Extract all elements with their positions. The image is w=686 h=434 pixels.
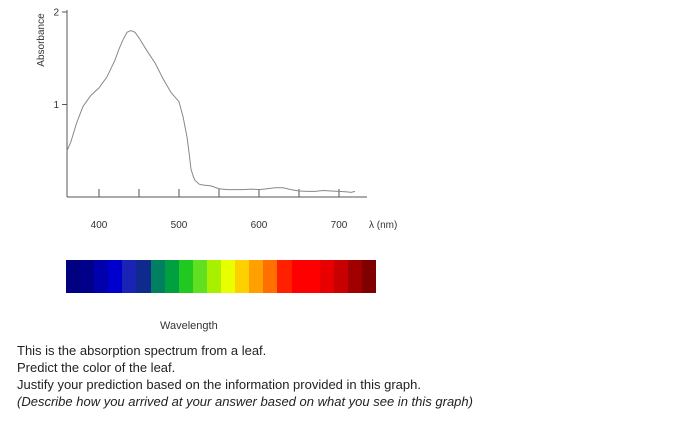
spectrum-segment xyxy=(150,260,165,293)
spectrum-segment xyxy=(291,260,306,293)
spectrum-segment xyxy=(333,260,348,293)
question-text: This is the absorption spectrum from a l… xyxy=(17,342,473,410)
question-line-2: Predict the color of the leaf. xyxy=(17,360,176,375)
y-tick-label: 2 xyxy=(53,8,59,19)
question-line-4: (Describe how you arrived at your answer… xyxy=(17,393,473,410)
spectrum-segment xyxy=(80,260,95,293)
spectrum-segment xyxy=(206,260,222,293)
question-line-3: Justify your prediction based on the inf… xyxy=(17,377,421,392)
visible-spectrum-bar xyxy=(66,260,377,293)
absorption-chart: Absorbance λ (nm) 1 2 400 500 600 700 xyxy=(36,8,397,232)
x-tick-label: 500 xyxy=(171,220,188,231)
spectrum-segment xyxy=(263,260,278,293)
spectrum-segment xyxy=(347,260,362,293)
spectrum-segment xyxy=(66,260,81,293)
y-tick-label: 1 xyxy=(53,100,59,111)
spectrum-segment xyxy=(164,260,179,293)
spectrum-segment xyxy=(136,260,151,293)
question-line-1: This is the absorption spectrum from a l… xyxy=(17,343,267,358)
spectrum-segment xyxy=(305,260,320,293)
spectrum-segment xyxy=(178,260,193,293)
spectrum-segment xyxy=(221,260,236,293)
x-tick-label: 400 xyxy=(91,220,108,231)
y-axis-title: Absorbance xyxy=(36,13,47,67)
spectrum-segment xyxy=(319,260,334,293)
question-line-4-text: (Describe how you arrived at your answer… xyxy=(17,394,473,409)
spectrum-segment xyxy=(235,260,250,293)
x-tick-label: 600 xyxy=(251,220,268,231)
spectrum-label: Wavelength xyxy=(160,320,218,332)
x-axis-title: λ (nm) xyxy=(369,220,397,231)
absorbance-line xyxy=(66,29,356,193)
spectrum-segment xyxy=(108,260,123,293)
spectrum-segment xyxy=(249,260,264,293)
spectrum-segment xyxy=(122,260,137,293)
x-tick-label: 700 xyxy=(331,220,348,231)
spectrum-segment xyxy=(277,260,292,293)
spectrum-segment xyxy=(192,260,207,293)
spectrum-segment xyxy=(361,260,377,293)
spectrum-segment xyxy=(94,260,109,293)
